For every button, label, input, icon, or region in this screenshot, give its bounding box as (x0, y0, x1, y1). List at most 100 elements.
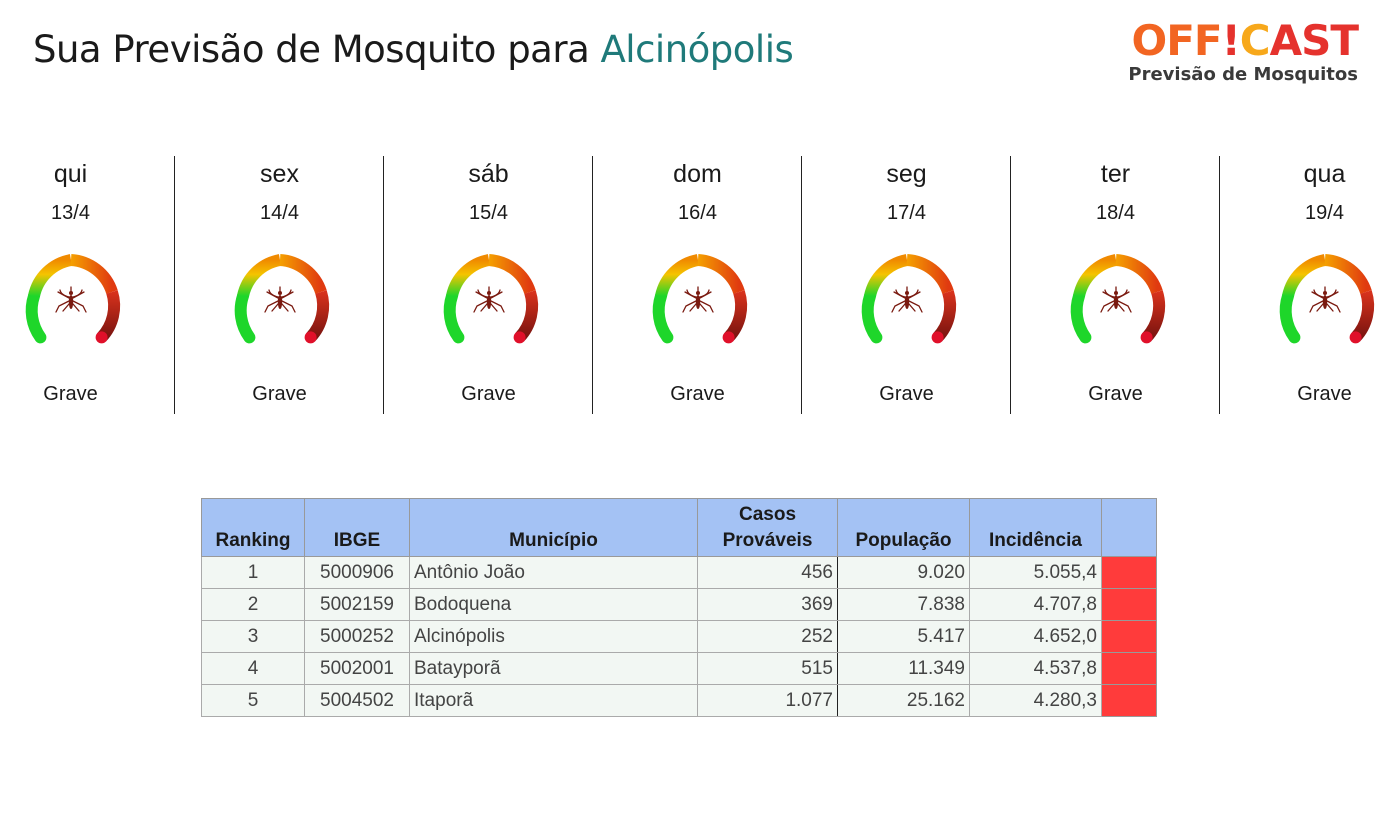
cell-ibge: 5004502 (304, 684, 410, 717)
cell-incidencia: 4.537,8 (969, 652, 1102, 685)
cell-casos: 1.077 (697, 684, 838, 717)
forecast-day: seg 17/4 Grave (802, 156, 1011, 414)
day-date: 15/4 (469, 202, 508, 224)
cell-risk-flag (1101, 556, 1157, 589)
cell-ranking: 2 (201, 588, 305, 621)
table-row: 2 5002159 Bodoquena 369 7.838 4.707,8 (201, 588, 1157, 621)
column-divider (801, 156, 802, 414)
logo-subtitle: Previsão de Mosquitos (1128, 64, 1358, 85)
column-divider (383, 156, 384, 414)
day-name: qui (53, 160, 88, 188)
forecast-day: sex 14/4 Grave (175, 156, 384, 414)
cell-ranking: 1 (201, 556, 305, 589)
column-divider (1010, 156, 1011, 414)
mosquito-icon (54, 286, 87, 313)
forecast-day: dom 16/4 Grave (593, 156, 802, 414)
cell-populacao: 25.162 (837, 684, 970, 717)
day-name: qua (1303, 160, 1346, 188)
cell-casos: 252 (697, 620, 838, 653)
table-row: 1 5000906 Antônio João 456 9.020 5.055,4 (201, 556, 1157, 589)
logo-wordmark: OFF!CAST (1131, 16, 1359, 65)
page-title: Sua Previsão de Mosquito para Alcinópoli… (33, 28, 794, 71)
day-date: 16/4 (678, 202, 717, 224)
day-name: sáb (468, 160, 509, 188)
cell-incidencia: 4.707,8 (969, 588, 1102, 621)
mosquito-icon (263, 286, 296, 313)
cell-risk-flag (1101, 652, 1157, 685)
day-name: dom (673, 160, 722, 188)
forecast-day: qua 19/4 Grave (1220, 156, 1400, 414)
cell-municipio: Batayporã (409, 652, 698, 685)
forecast-day: qui 13/4 Grave (0, 156, 175, 414)
cell-ibge: 5002001 (304, 652, 410, 685)
risk-gauge (861, 254, 956, 344)
cell-municipio: Bodoquena (409, 588, 698, 621)
mosquito-icon (681, 286, 714, 313)
table-body: 1 5000906 Antônio João 456 9.020 5.055,4 2 5002… (201, 556, 1157, 717)
day-name: sex (260, 160, 299, 188)
risk-level: Grave (43, 383, 98, 405)
risk-gauge (25, 254, 120, 344)
cell-incidencia: 5.055,4 (969, 556, 1102, 589)
cell-casos: 369 (697, 588, 838, 621)
risk-gauge (443, 254, 538, 344)
col-incidencia: Incidência (969, 498, 1102, 557)
logo: OFF!CAST Previsão de Mosquitos (1128, 16, 1359, 86)
day-date: 13/4 (51, 202, 90, 224)
forecast-strip: qui 13/4 Grave sex 14/4 Grave sáb 15/4 Grave dom 1… (0, 156, 1400, 414)
cell-ranking: 4 (201, 652, 305, 685)
col-populacao: População (837, 498, 970, 557)
day-date: 14/4 (260, 202, 299, 224)
col-municipio: Município (409, 498, 698, 557)
cell-ibge: 5000252 (304, 620, 410, 653)
cell-municipio: Alcinópolis (409, 620, 698, 653)
cell-risk-flag (1101, 684, 1157, 717)
cell-risk-flag (1101, 620, 1157, 653)
column-divider (592, 156, 593, 414)
risk-level: Grave (252, 383, 307, 405)
table-header-row: Ranking IBGE Município Casos Prováveis Po… (201, 498, 1157, 557)
day-date: 17/4 (887, 202, 926, 224)
title-prefix: Sua Previsão de Mosquito para (33, 28, 601, 71)
column-divider (1219, 156, 1220, 414)
mosquito-icon (890, 286, 923, 313)
forecast-day: sáb 15/4 Grave (384, 156, 593, 414)
col-ibge: IBGE (304, 498, 410, 557)
cell-populacao: 11.349 (837, 652, 970, 685)
cell-casos: 456 (697, 556, 838, 589)
column-divider (174, 156, 175, 414)
col-casos: Casos Prováveis (697, 498, 838, 557)
risk-level: Grave (461, 383, 516, 405)
risk-level: Grave (1088, 383, 1143, 405)
mosquito-icon (1099, 286, 1132, 313)
mosquito-icon (1308, 286, 1341, 313)
ranking-table-wrapper: Ranking IBGE Município Casos Prováveis Po… (201, 498, 1157, 717)
risk-gauge (652, 254, 747, 344)
cell-populacao: 9.020 (837, 556, 970, 589)
cell-casos: 515 (697, 652, 838, 685)
col-ranking: Ranking (201, 498, 305, 557)
table-row: 3 5000252 Alcinópolis 252 5.417 4.652,0 (201, 620, 1157, 653)
ranking-table: Ranking IBGE Município Casos Prováveis Po… (201, 498, 1157, 717)
cell-ibge: 5000906 (304, 556, 410, 589)
cell-populacao: 7.838 (837, 588, 970, 621)
risk-level: Grave (670, 383, 725, 405)
day-date: 19/4 (1305, 202, 1344, 224)
cell-ranking: 3 (201, 620, 305, 653)
cell-ibge: 5002159 (304, 588, 410, 621)
table-row: 5 5004502 Itaporã 1.077 25.162 4.280,3 (201, 684, 1157, 717)
cell-populacao: 5.417 (837, 620, 970, 653)
forecast-day: ter 18/4 Grave (1011, 156, 1220, 414)
risk-gauge (1279, 254, 1374, 344)
risk-gauge (1070, 254, 1165, 344)
mosquito-icon (472, 286, 505, 313)
day-name: ter (1100, 160, 1131, 188)
cell-incidencia: 4.280,3 (969, 684, 1102, 717)
cell-incidencia: 4.652,0 (969, 620, 1102, 653)
day-name: seg (886, 160, 927, 188)
table-row: 4 5002001 Batayporã 515 11.349 4.537,8 (201, 652, 1157, 685)
cell-ranking: 5 (201, 684, 305, 717)
day-date: 18/4 (1096, 202, 1135, 224)
title-city: Alcinópolis (600, 28, 794, 71)
cell-municipio: Antônio João (409, 556, 698, 589)
